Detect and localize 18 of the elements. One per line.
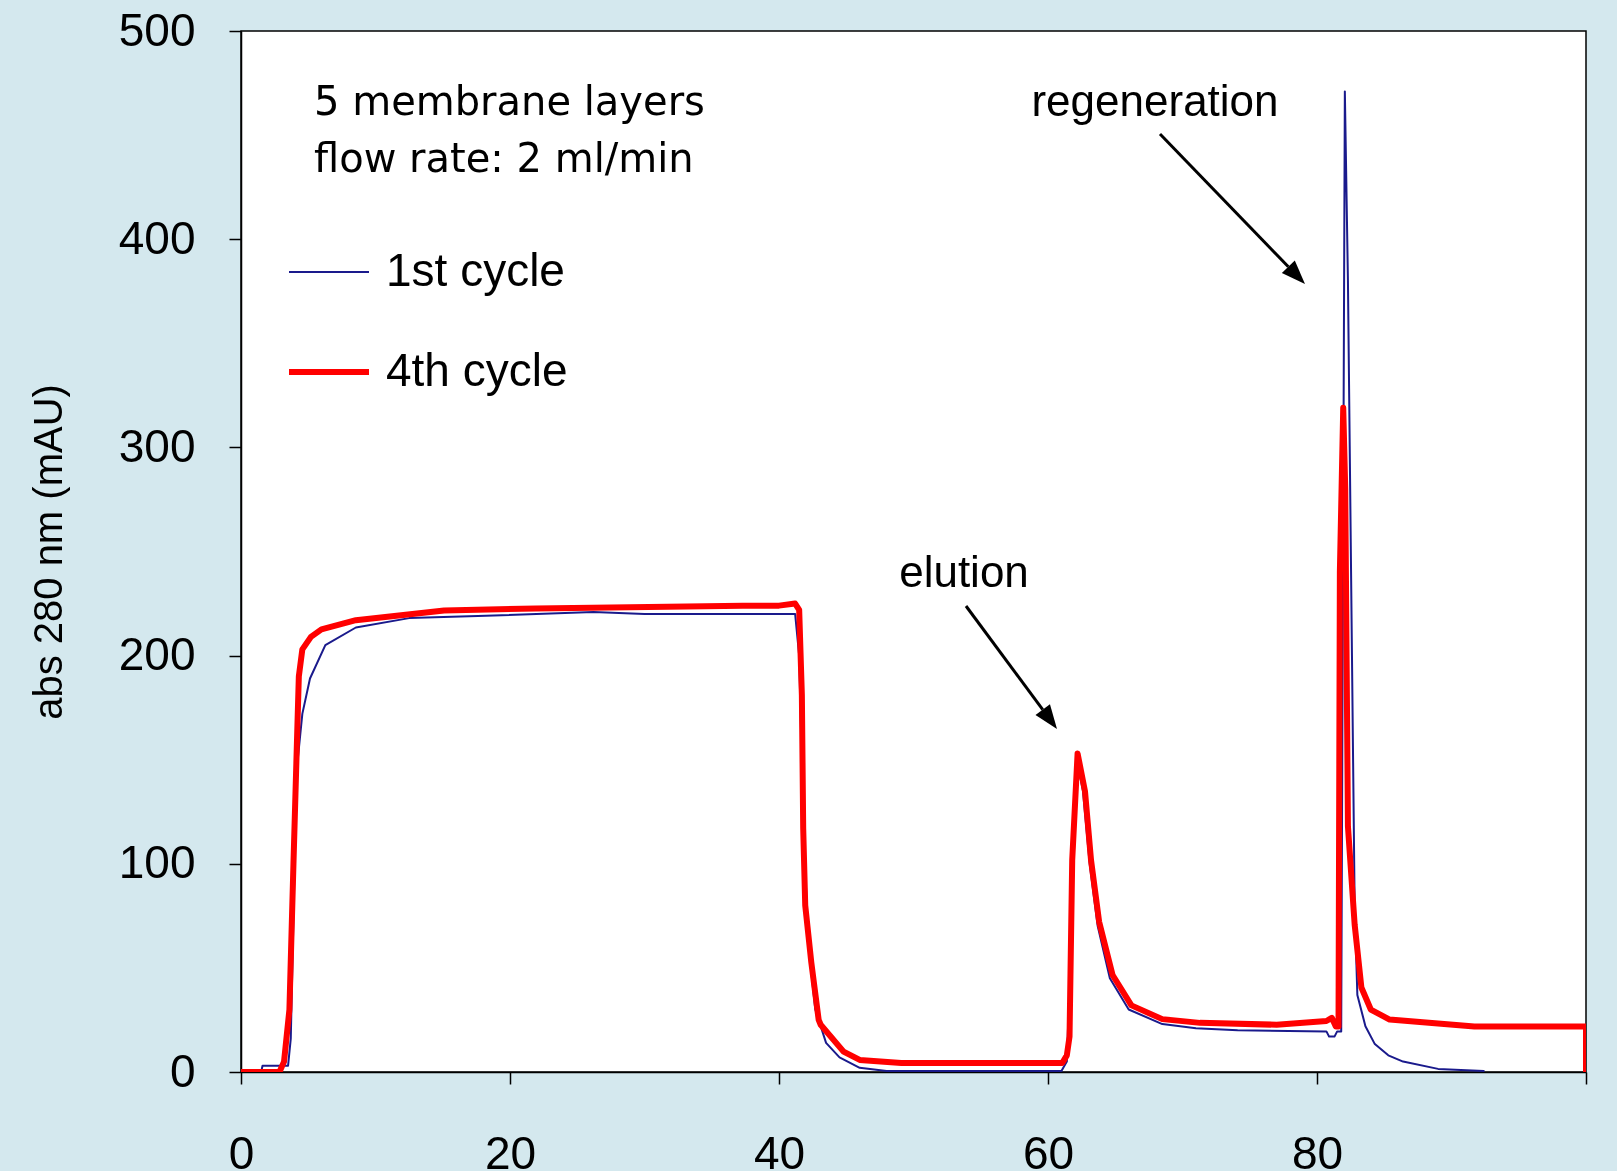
x-tick-label: 60 (1022, 1126, 1075, 1171)
y-tick-label: 0 (169, 1044, 196, 1097)
y-tick-label: 400 (118, 211, 196, 264)
x-tick-label: 0 (228, 1126, 255, 1171)
y-tick-label: 200 (118, 628, 196, 681)
legend-label: 1st cycle (386, 244, 565, 296)
annotation: flow rate: 2 ml/min (314, 135, 694, 181)
y-tick-label: 100 (118, 836, 196, 889)
annotation: elution (899, 547, 1029, 596)
annotation: regeneration (1031, 76, 1279, 125)
legend-label: 4th cycle (386, 344, 568, 396)
x-tick-label: 80 (1291, 1126, 1344, 1171)
y-tick-label: 500 (118, 3, 196, 56)
x-tick-label: 20 (484, 1126, 537, 1171)
y-tick-label: 300 (118, 419, 196, 472)
x-tick-label: 40 (753, 1126, 806, 1171)
y-axis-title: abs 280 nm (mAU) (25, 384, 70, 720)
annotation: 5 membrane layers (314, 78, 705, 124)
